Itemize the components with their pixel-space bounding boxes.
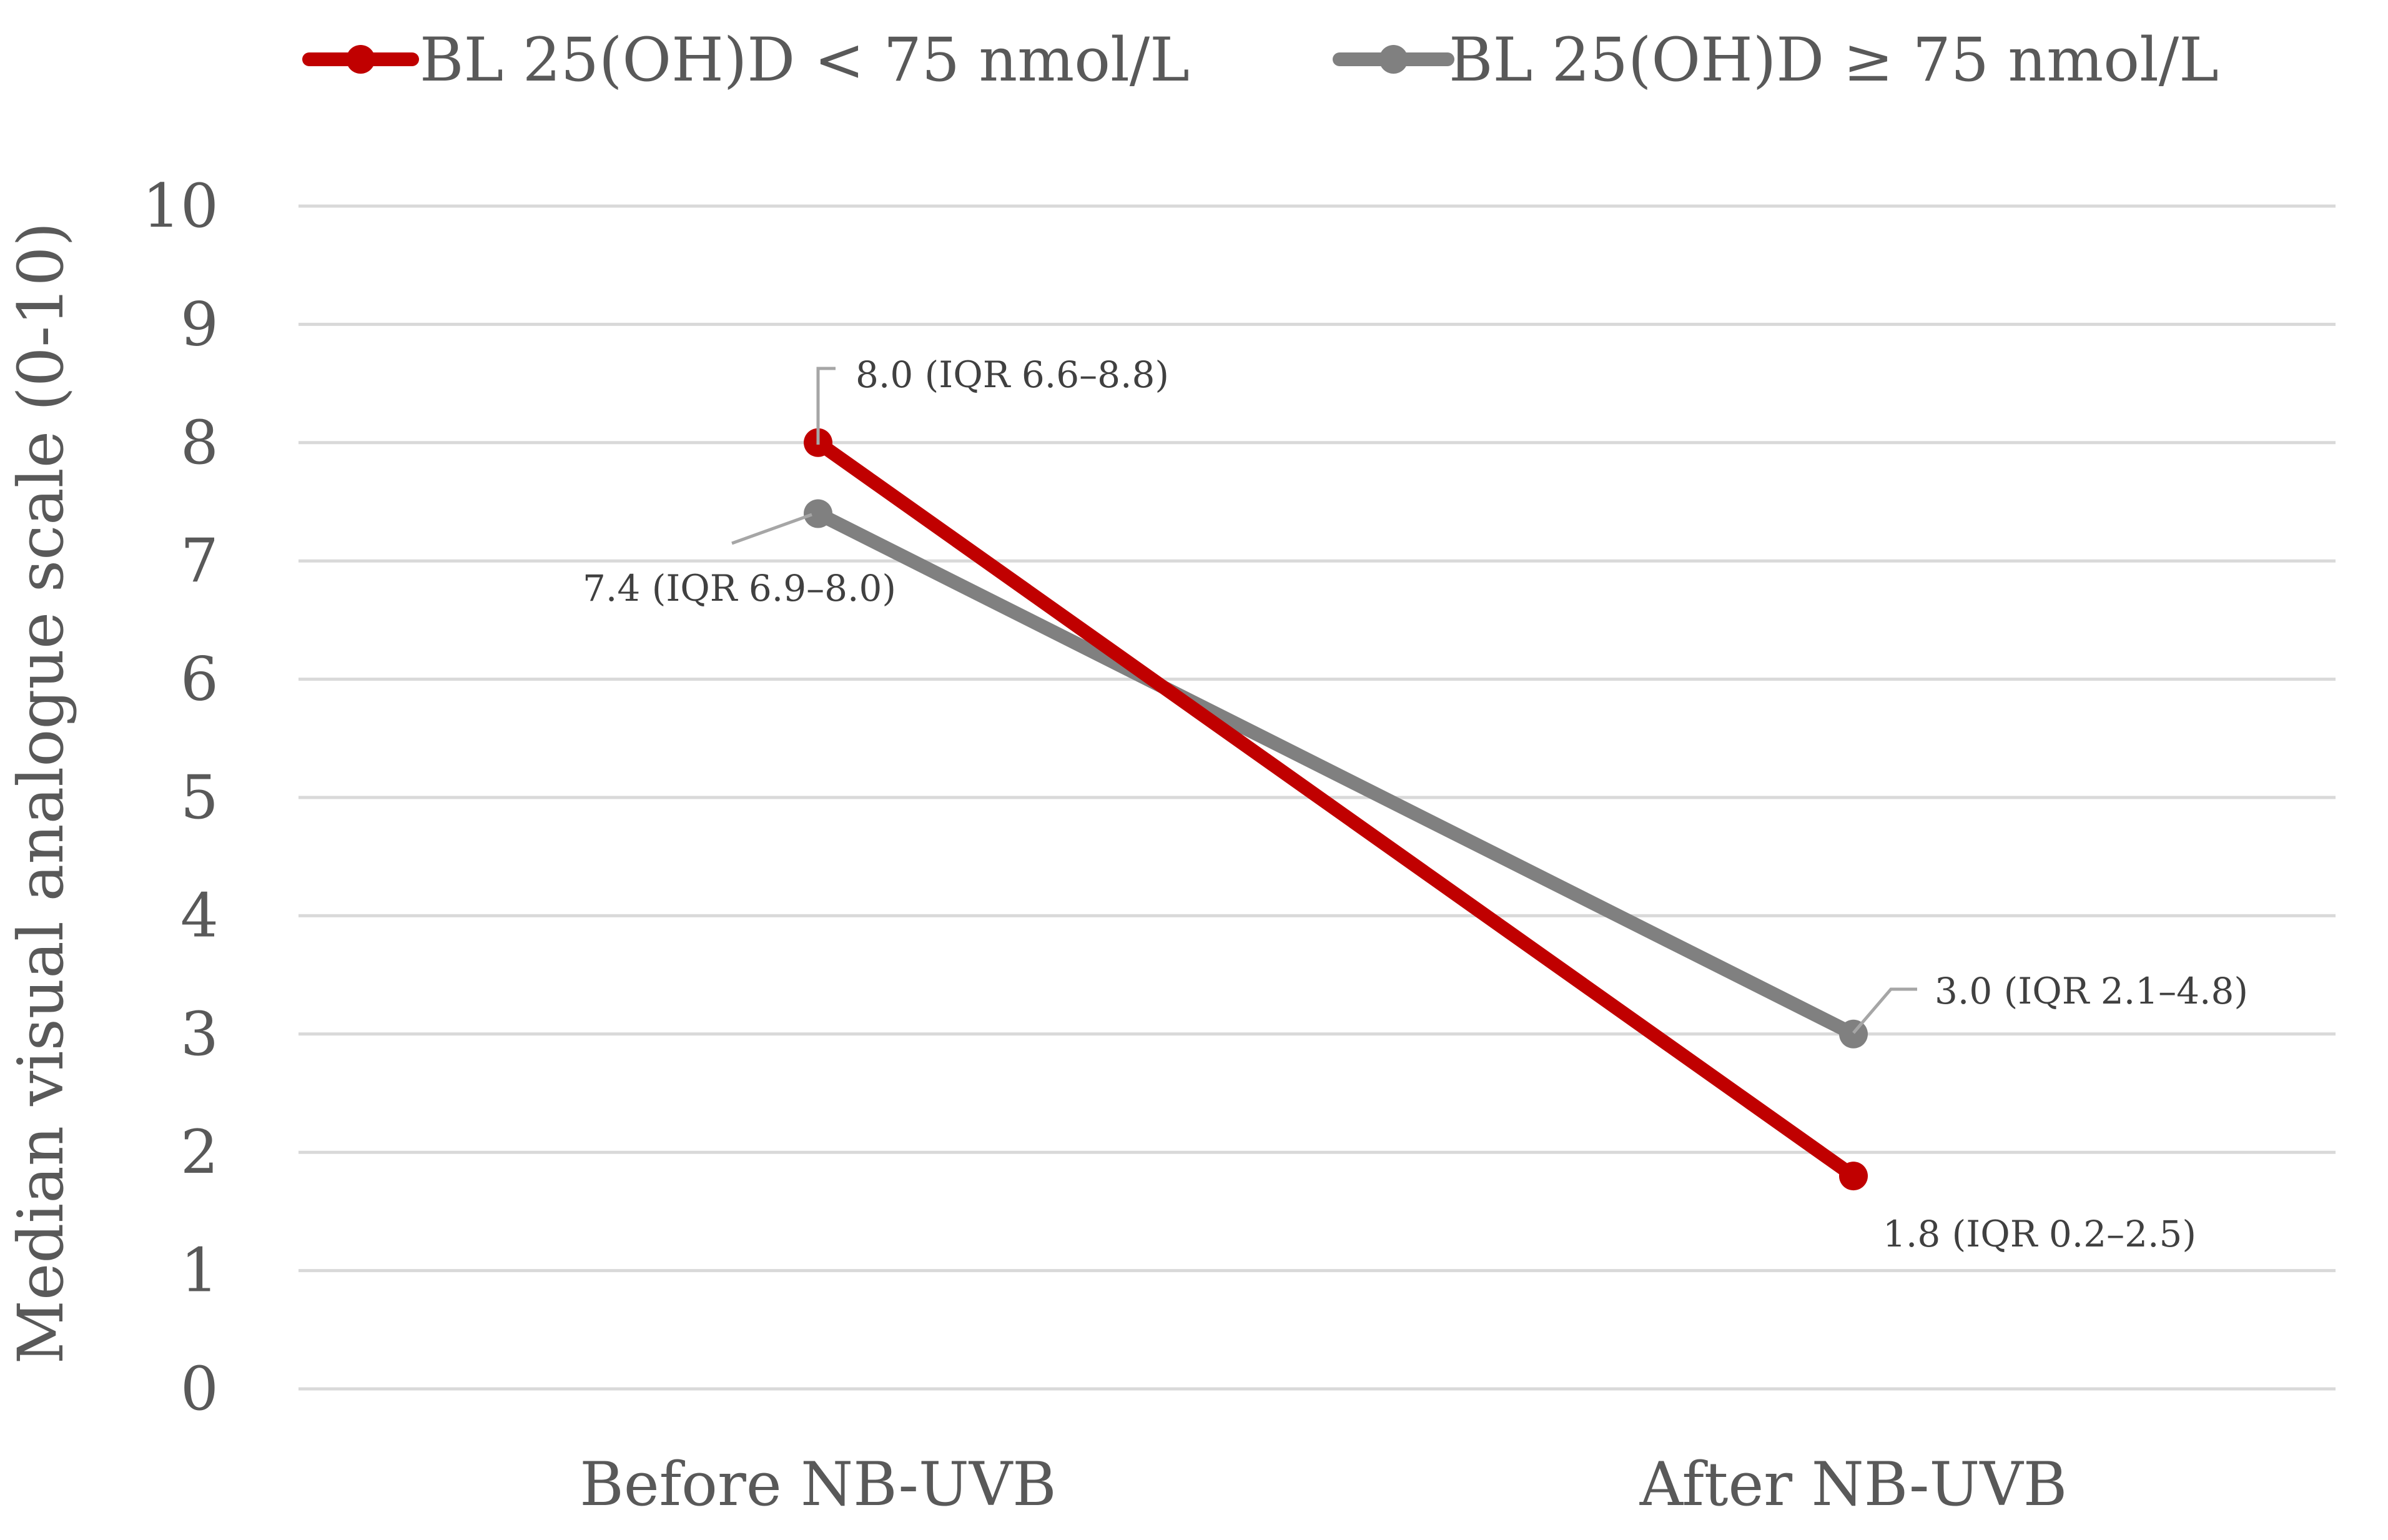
leader-line (1852, 987, 1917, 1034)
x-axis-ticks: Before NB-UVB After NB-UVB (580, 1449, 2067, 1519)
y-tick-label: 6 (180, 644, 219, 714)
legend-swatch-marker (1379, 45, 1408, 74)
data-point (1839, 1019, 1868, 1049)
series-group (804, 428, 1868, 1191)
data-label: 3.0 (IQR 2.1–4.8) (1935, 970, 2248, 1012)
y-tick-label: 10 (142, 171, 219, 241)
data-label: 7.4 (IQR 6.9–8.0) (583, 567, 896, 610)
leader-line (731, 513, 812, 545)
x-tick-label: After NB-UVB (1639, 1449, 2068, 1519)
y-tick-label: 5 (180, 763, 219, 832)
y-tick-label: 7 (180, 526, 219, 596)
data-label: 8.0 (IQR 6.6–8.8) (856, 353, 1169, 396)
y-tick-label: 3 (180, 999, 219, 1069)
y-axis-ticks: 0 1 2 3 4 5 6 7 8 9 10 (142, 171, 219, 1424)
x-tick-label: Before NB-UVB (580, 1449, 1056, 1519)
legend-label: BL 25(OH)D < 75 nmol/L (420, 25, 1190, 95)
series-line (811, 435, 1860, 1183)
y-tick-label: 8 (180, 408, 219, 478)
y-tick-label: 1 (180, 1236, 219, 1306)
y-tick-label: 4 (180, 881, 219, 950)
y-axis-title: Median visual analogue scale (0-10) (4, 222, 77, 1365)
y-tick-label: 2 (180, 1117, 219, 1187)
legend: BL 25(OH)D < 75 nmol/L BL 25(OH)D ≥ 75 nm… (302, 25, 2219, 95)
data-label: 1.8 (IQR 0.2–2.5) (1883, 1213, 2196, 1255)
leader-line (816, 367, 836, 445)
series-line (811, 506, 1860, 1041)
data-labels: 8.0 (IQR 6.6–8.8) 7.4 (IQR 6.9–8.0) 3.0 (I… (583, 353, 2248, 1255)
data-point (804, 499, 832, 528)
y-tick-label: 9 (180, 289, 219, 359)
legend-swatch-marker (346, 45, 375, 74)
legend-label: BL 25(OH)D ≥ 75 nmol/L (1449, 25, 2219, 95)
data-point (1839, 1162, 1868, 1191)
y-tick-label: 0 (180, 1354, 219, 1424)
